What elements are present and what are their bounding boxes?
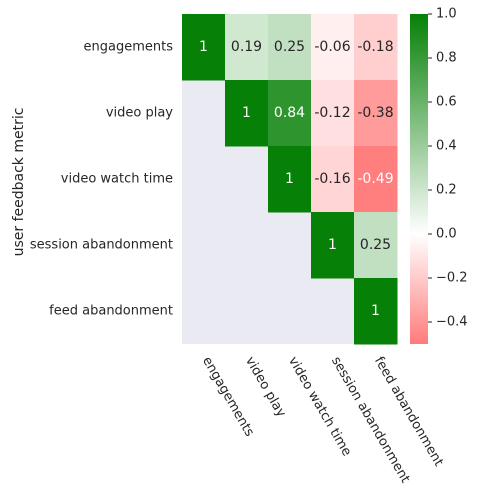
heatmap-cell [182, 14, 226, 81]
row-tick-label: video watch time [61, 172, 173, 187]
heatmap-cell [354, 80, 398, 147]
colorbar-tick-label: 0.6 [436, 95, 457, 110]
cell-value-label: 1 [371, 303, 380, 319]
colorbar-tick-label: 1.0 [436, 7, 457, 22]
row-tick-labels: engagements video play video watch time ses… [30, 40, 173, 319]
heatmap-cell [354, 14, 398, 81]
cell-value-label: 0.25 [360, 237, 391, 253]
cell-value-label: -0.18 [357, 39, 393, 55]
cell-value-label: 0.84 [274, 105, 305, 121]
heatmap-cell [354, 146, 398, 213]
colorbar-tick-label: 0.8 [436, 51, 457, 66]
colorbar-tick-label: −0.2 [436, 271, 468, 286]
cell-value-label: -0.12 [314, 105, 350, 121]
column-tick-label: video play [242, 354, 289, 420]
cell-value-label: 1 [328, 237, 337, 253]
cell-value-label: -0.49 [357, 171, 393, 187]
heatmap-cell [311, 80, 355, 147]
heatmap-cell [268, 80, 312, 147]
cell-value-label: -0.06 [314, 39, 350, 55]
heatmap-cell [354, 212, 398, 279]
cell-value-label: 0.25 [274, 39, 305, 55]
colorbar [410, 14, 428, 344]
row-tick-label: session abandonment [30, 238, 173, 253]
heatmap-cell [311, 146, 355, 213]
cell-value-label: 0.19 [231, 39, 262, 55]
cell-value-label: 1 [285, 171, 294, 187]
row-tick-label: video play [106, 106, 173, 121]
colorbar-tick-label: 0.0 [436, 227, 457, 242]
heatmap-cell [311, 14, 355, 81]
colorbar-tick-label: −0.4 [436, 315, 468, 330]
heatmap-cells: 1 0.19 0.25 -0.06 -0.18 1 0.84 -0.12 -0.38 1 -0.16… [182, 14, 398, 345]
row-tick-label: feed abandonment [49, 304, 173, 319]
heatmap-cell [225, 80, 269, 147]
colorbar-ticks: 1.0 0.8 0.6 0.4 0.2 0.0 −0.2 −0.4 [428, 7, 468, 330]
cell-value-label: 1 [242, 105, 251, 121]
cell-value-label: -0.16 [314, 171, 350, 187]
heatmap-cell [268, 14, 312, 81]
cell-value-label: -0.38 [357, 105, 393, 121]
row-tick-label: engagements [84, 40, 174, 55]
colorbar-tick-label: 0.2 [436, 183, 457, 198]
column-tick-label: session abandonment [328, 354, 413, 485]
heatmap-cell [354, 278, 398, 345]
heatmap-cell [311, 212, 355, 279]
cell-value-label: 1 [199, 39, 208, 55]
heatmap-cell [268, 146, 312, 213]
heatmap-cell [225, 14, 269, 81]
colorbar-tick-label: 0.4 [436, 139, 457, 154]
y-axis-label: user feedback metric [11, 108, 27, 257]
